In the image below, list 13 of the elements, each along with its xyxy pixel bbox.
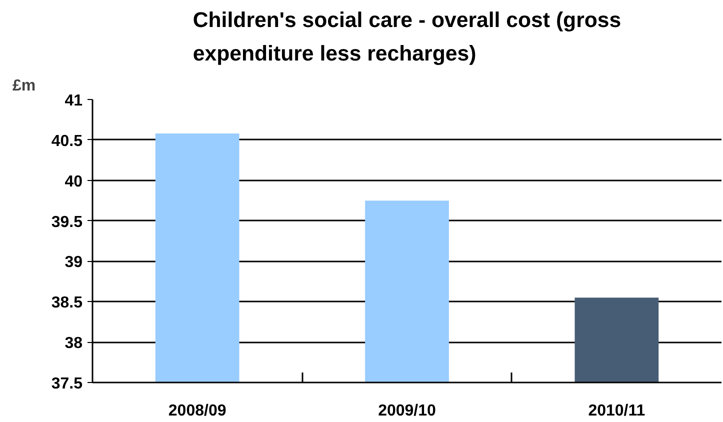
x-tick-label: 2008/09 xyxy=(168,402,226,420)
y-tick-label: 37.5 xyxy=(51,376,83,392)
y-tick-label: 39 xyxy=(64,254,83,272)
chart-title: Children's social care - overall cost (gross expenditure less recharges) xyxy=(192,8,622,66)
y-tick-label: 38 xyxy=(64,335,83,352)
y-tick-label: 39.5 xyxy=(51,214,83,231)
x-tick-label: 2010/11 xyxy=(588,402,646,420)
y-tick-label: 40.5 xyxy=(51,132,83,150)
y-tick-label: 38.5 xyxy=(51,294,83,312)
y-tick-label: 40 xyxy=(64,173,83,190)
y-tick-label: 41 xyxy=(64,92,83,110)
y-axis-title: £m xyxy=(12,78,36,94)
x-tick-label: 2009/10 xyxy=(378,402,436,420)
